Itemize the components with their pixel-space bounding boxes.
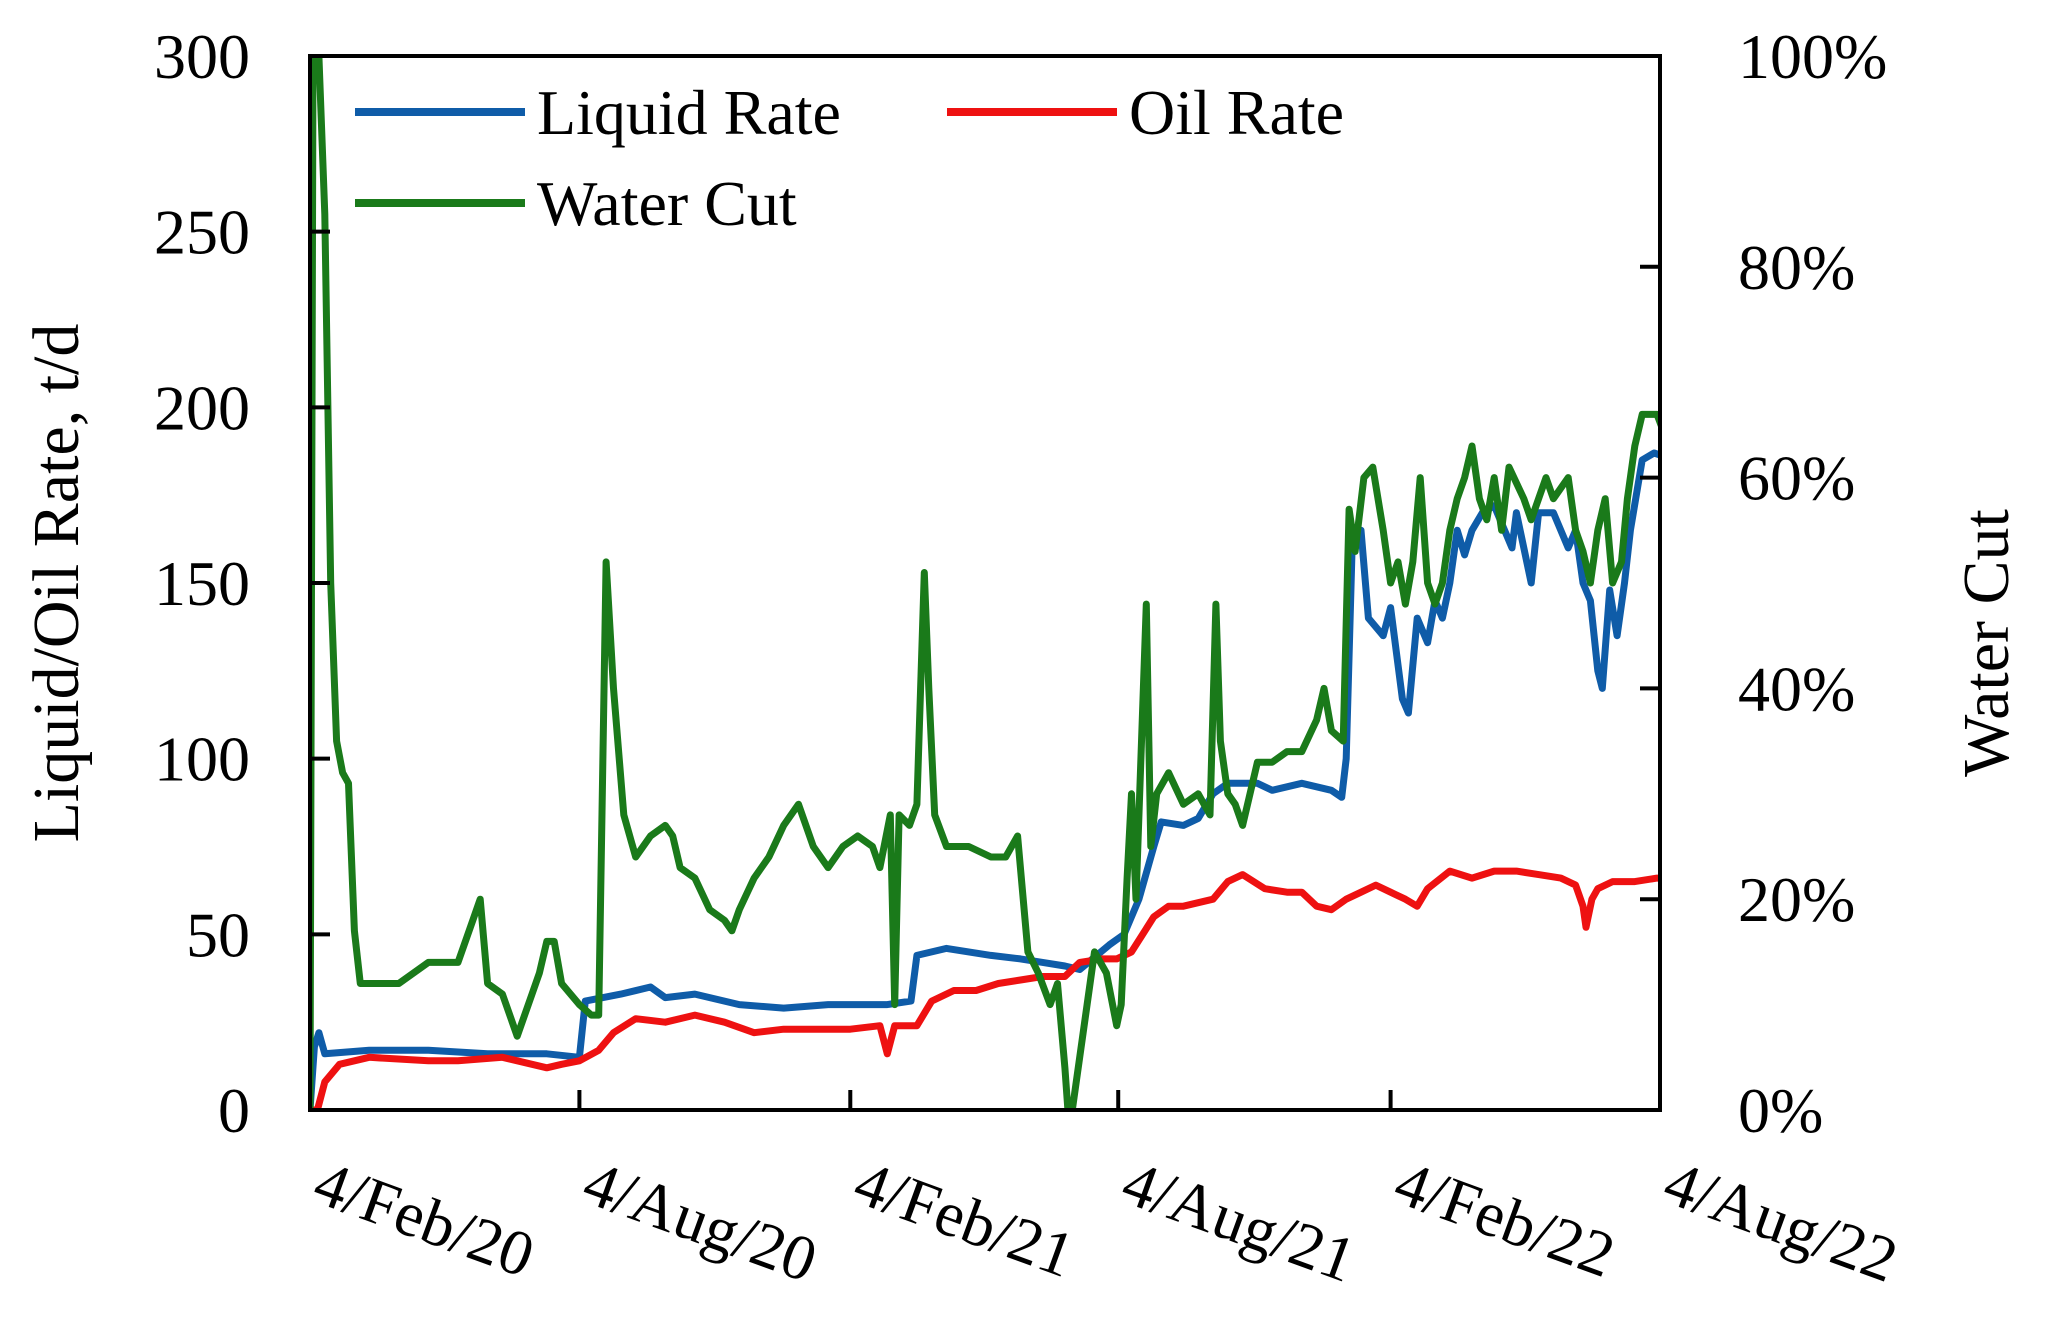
left-tick-label: 200 — [154, 372, 250, 443]
series-line-water-cut — [310, 56, 1660, 1110]
right-tick-label: 100% — [1738, 21, 1887, 92]
right-tick-label: 80% — [1738, 232, 1855, 303]
right-tick-label: 20% — [1738, 864, 1855, 935]
left-tick-label: 300 — [154, 21, 250, 92]
left-tick-label: 50 — [186, 899, 250, 970]
legend: Liquid Rate Oil Rate Water Cut — [355, 77, 1344, 239]
series-layer — [310, 56, 1660, 1110]
x-tick-label: 4/Aug/20 — [575, 1146, 826, 1295]
left-tick-label: 250 — [154, 197, 250, 268]
right-tick-label: 40% — [1738, 653, 1855, 724]
legend-label-oil-rate: Oil Rate — [1129, 77, 1344, 148]
right-tick-label: 60% — [1738, 443, 1855, 514]
x-tick-label: 4/Aug/22 — [1655, 1146, 1906, 1295]
x-tick-label: 4/Feb/22 — [1386, 1146, 1624, 1291]
right-tick-label: 0% — [1738, 1075, 1823, 1146]
series-line-oil-rate — [310, 867, 1660, 1110]
left-tick-label: 150 — [154, 548, 250, 619]
left-tick-label: 0 — [218, 1075, 250, 1146]
x-tick-label: 4/Aug/21 — [1113, 1146, 1364, 1295]
x-tick-label: 4/Feb/21 — [846, 1146, 1084, 1291]
labels-layer: 0 50 100 150 200 250 300 0% 20% 40% 60% 80% 100% 4/Fe… — [154, 21, 1907, 1296]
ticks-layer — [308, 54, 1662, 1112]
legend-label-liquid-rate: Liquid Rate — [537, 77, 841, 148]
left-tick-label: 100 — [154, 724, 250, 795]
legend-label-water-cut: Water Cut — [537, 168, 797, 239]
right-axis-title: Water Cut — [1950, 509, 2023, 777]
x-tick-label: 4/Feb/20 — [305, 1146, 543, 1291]
left-axis-title: Liquid/Oil Rate, t/d — [20, 324, 93, 843]
